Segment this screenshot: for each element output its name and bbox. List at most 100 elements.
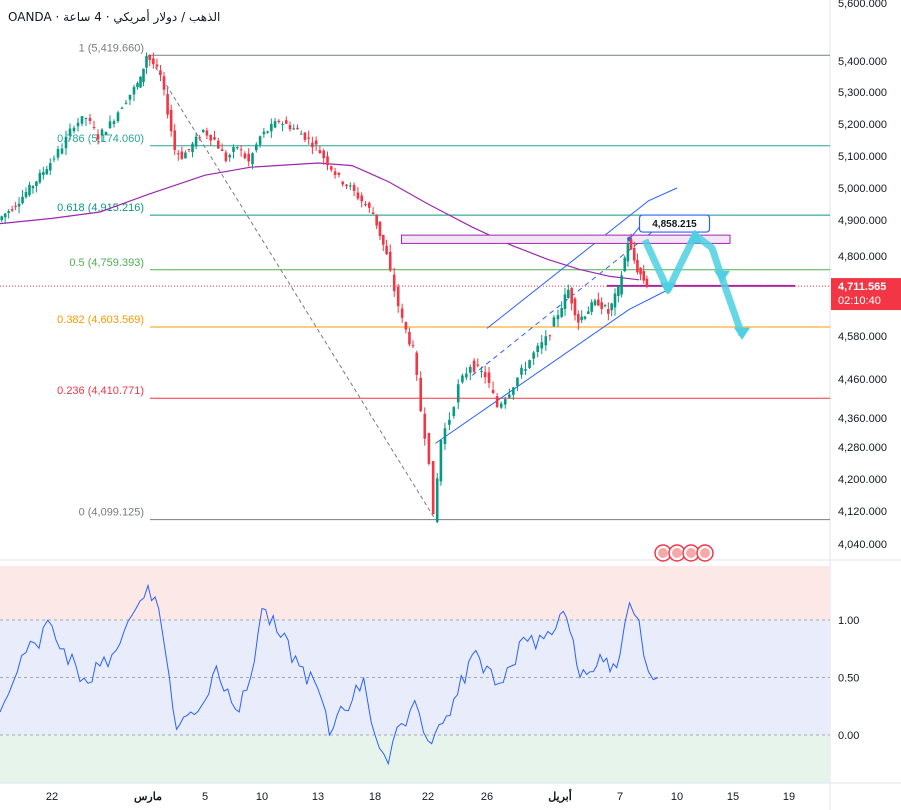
candle-body: [563, 294, 567, 309]
candle-body: [251, 153, 254, 165]
candle-body: [524, 369, 527, 371]
candle-body: [419, 377, 423, 412]
candle-body: [56, 149, 60, 158]
candle-body: [60, 148, 64, 154]
candle-body: [28, 184, 31, 196]
drawing-layer: 4,858.215: [0, 54, 830, 520]
candle-body: [371, 212, 375, 214]
channel-lower-line: [435, 289, 668, 444]
candle-body: [152, 58, 155, 65]
candle-body: [76, 122, 80, 127]
candle-body: [368, 202, 371, 208]
channel-upper-line: [486, 187, 678, 329]
oscillator-layer: [0, 544, 830, 766]
candle-body: [465, 373, 468, 378]
candle-body: [603, 305, 607, 307]
candle-body: [213, 137, 216, 140]
candle-body: [480, 370, 483, 372]
candle-body: [120, 107, 124, 109]
candle-body: [540, 342, 544, 349]
candle-body: [461, 375, 464, 383]
candle-body: [600, 302, 603, 310]
candle-body: [236, 147, 239, 149]
candle-body: [142, 68, 145, 83]
candle-body: [201, 129, 205, 133]
candle-body: [277, 120, 281, 123]
annotation-price-text: 4,858.215: [652, 219, 697, 230]
candle-body: [228, 154, 231, 158]
candle-body: [580, 316, 583, 321]
time-tick-label: 5: [202, 791, 208, 803]
candle-body: [173, 130, 177, 151]
fib-label-0: 0 (4,099.125): [79, 507, 144, 519]
candle-body: [24, 192, 28, 197]
candle-body: [476, 364, 480, 366]
candle-body: [209, 134, 212, 141]
candle-body: [288, 124, 292, 130]
candle-body: [468, 366, 472, 373]
candle-body: [45, 169, 49, 175]
candle-body: [639, 267, 642, 275]
candle-body: [180, 151, 184, 159]
candle-body: [139, 76, 142, 88]
event-marker-flag-icon: [672, 548, 682, 558]
fib-label-0.618: 0.618 (4,915.216): [57, 202, 144, 214]
candle-body: [88, 117, 92, 122]
event-marker-0: [654, 544, 672, 562]
candle-body: [360, 195, 363, 202]
candle-body: [21, 196, 24, 204]
candle-body: [427, 432, 431, 464]
time-tick-label: أبريل: [548, 789, 572, 803]
candle-body: [48, 163, 52, 171]
fib-trend-line: [147, 54, 436, 520]
price-tick-label: 5,100.000: [838, 151, 887, 163]
event-marker-2: [682, 544, 700, 562]
event-marker-flag-icon: [686, 548, 696, 558]
osc-tick-label: 0.50: [838, 673, 859, 685]
time-tick-label: 22: [422, 791, 434, 803]
candle-body: [7, 211, 10, 213]
candle-body: [645, 278, 649, 287]
candles-layer: [0, 52, 649, 524]
candle-body: [52, 158, 56, 160]
time-tick-label: 18: [369, 791, 381, 803]
candle-body: [247, 153, 250, 162]
fib-label-1: 1 (5,419.660): [79, 42, 144, 54]
candle-body: [532, 352, 535, 359]
time-tick-label: 13: [312, 791, 324, 803]
candle-body: [72, 127, 76, 132]
candle-body: [503, 399, 507, 405]
candle-body: [159, 70, 162, 75]
projection-arrow-2: [714, 270, 730, 283]
candle-body: [536, 345, 539, 353]
fib-label-0.236: 0.236 (4,410.771): [57, 385, 144, 397]
candle-body: [520, 367, 523, 375]
candle-body: [96, 134, 100, 140]
time-tick-label: 26: [481, 791, 493, 803]
time-tick-label: 10: [671, 791, 683, 803]
annotation-box: [638, 214, 711, 233]
candle-body: [528, 360, 531, 369]
candle-body: [593, 300, 597, 306]
candle-body: [435, 478, 439, 523]
time-tick-label: 10: [256, 791, 268, 803]
fib-label-0.786: 0.786 (5,174.060): [57, 133, 144, 145]
candle-body: [68, 128, 72, 136]
candle-body: [483, 372, 487, 378]
candle-body: [220, 149, 224, 151]
osc-tick-label: 0.00: [838, 730, 859, 742]
candle-body: [577, 314, 580, 323]
candle-body: [491, 389, 495, 394]
candle-body: [337, 172, 341, 175]
time-tick-label: 19: [783, 791, 795, 803]
candle-body: [145, 56, 148, 68]
candle-body: [258, 136, 262, 145]
candle-body: [552, 317, 556, 327]
candle-body: [184, 152, 187, 159]
candle-body: [629, 239, 633, 250]
time-tick-label: 7: [617, 791, 623, 803]
candle-body: [583, 316, 587, 319]
candle-body: [544, 336, 548, 346]
projection-path: [641, 231, 746, 337]
